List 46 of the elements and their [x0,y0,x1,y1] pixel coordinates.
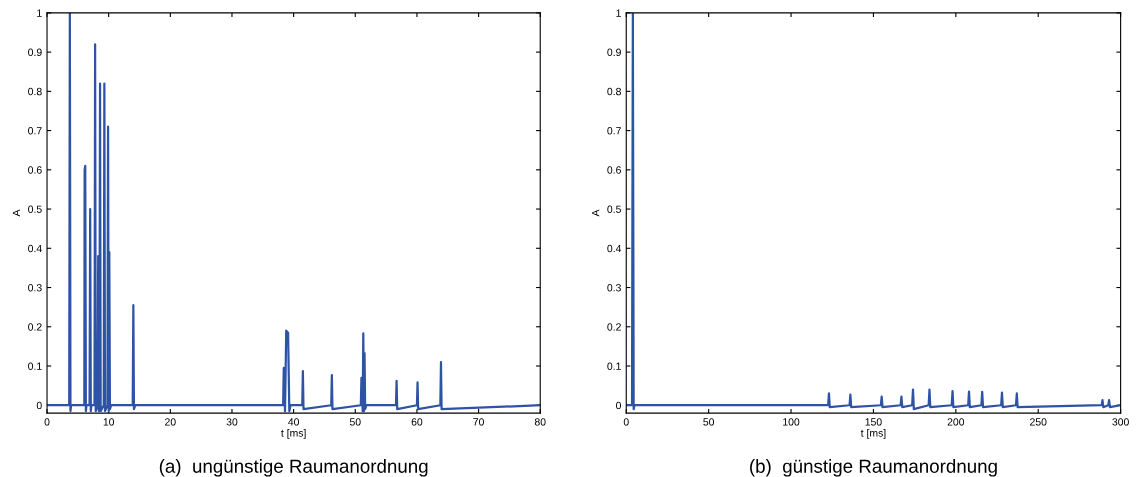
y-tick-label: 0.6 [607,166,621,174]
x-axis-title: t [ms] [860,429,886,439]
x-tick-label: 0 [623,418,629,426]
x-tick-label: 50 [703,418,715,426]
y-tick-label: 0.7 [607,127,621,135]
y-tick-label: 0.9 [607,48,621,56]
y-tick-label: 0.2 [28,323,42,331]
y-tick-label: 0.5 [28,205,42,213]
x-tick-label: 300 [1112,418,1129,426]
x-tick-label: 200 [947,418,965,426]
x-tick-label: 80 [534,418,546,426]
y-tick-label: 0.2 [607,323,621,331]
y-axis-title: A [12,209,20,217]
y-tick-label: 0 [616,401,621,410]
y-tick-label: 1 [616,9,621,17]
x-tick-label: 150 [865,418,882,426]
x-tick-label: 10 [103,418,115,426]
y-tick-label: 0.3 [607,284,621,292]
x-tick-label: 100 [783,418,800,426]
y-tick-label: 1 [37,9,42,17]
y-tick-label: 0.4 [607,244,622,253]
text: (b) günstige Raumanordnung [750,459,997,477]
y-tick-label: 0.8 [607,87,621,96]
x-tick-label: 0 [44,418,50,426]
y-tick-label: 0.4 [28,244,42,253]
y-tick-label: 0.8 [28,87,42,96]
x-tick-label: 20 [165,418,176,426]
y-tick-label: 0.9 [28,48,42,56]
y-axis-title: A [592,209,600,217]
text: (a) ungünstige Raumanordnung [159,459,428,477]
x-tick-label: 40 [288,418,300,426]
line-series [626,12,1121,411]
x-tick-label: 70 [473,418,484,426]
y-tick-label: 0 [36,401,42,410]
x-tick-label: 60 [411,418,423,426]
line-series [47,12,541,413]
y-tick-label: 0.3 [28,284,42,292]
y-tick-label: 0.6 [28,166,42,174]
x-axis-title: t [ms] [281,429,306,439]
x-tick-label: 30 [226,418,238,426]
y-tick-label: 0.7 [28,127,42,135]
y-tick-label: 0.1 [28,362,42,370]
x-tick-label: 250 [1030,418,1047,426]
y-tick-label: 0.5 [607,205,621,213]
y-tick-label: 0.1 [607,362,621,370]
x-tick-label: 50 [349,418,361,426]
